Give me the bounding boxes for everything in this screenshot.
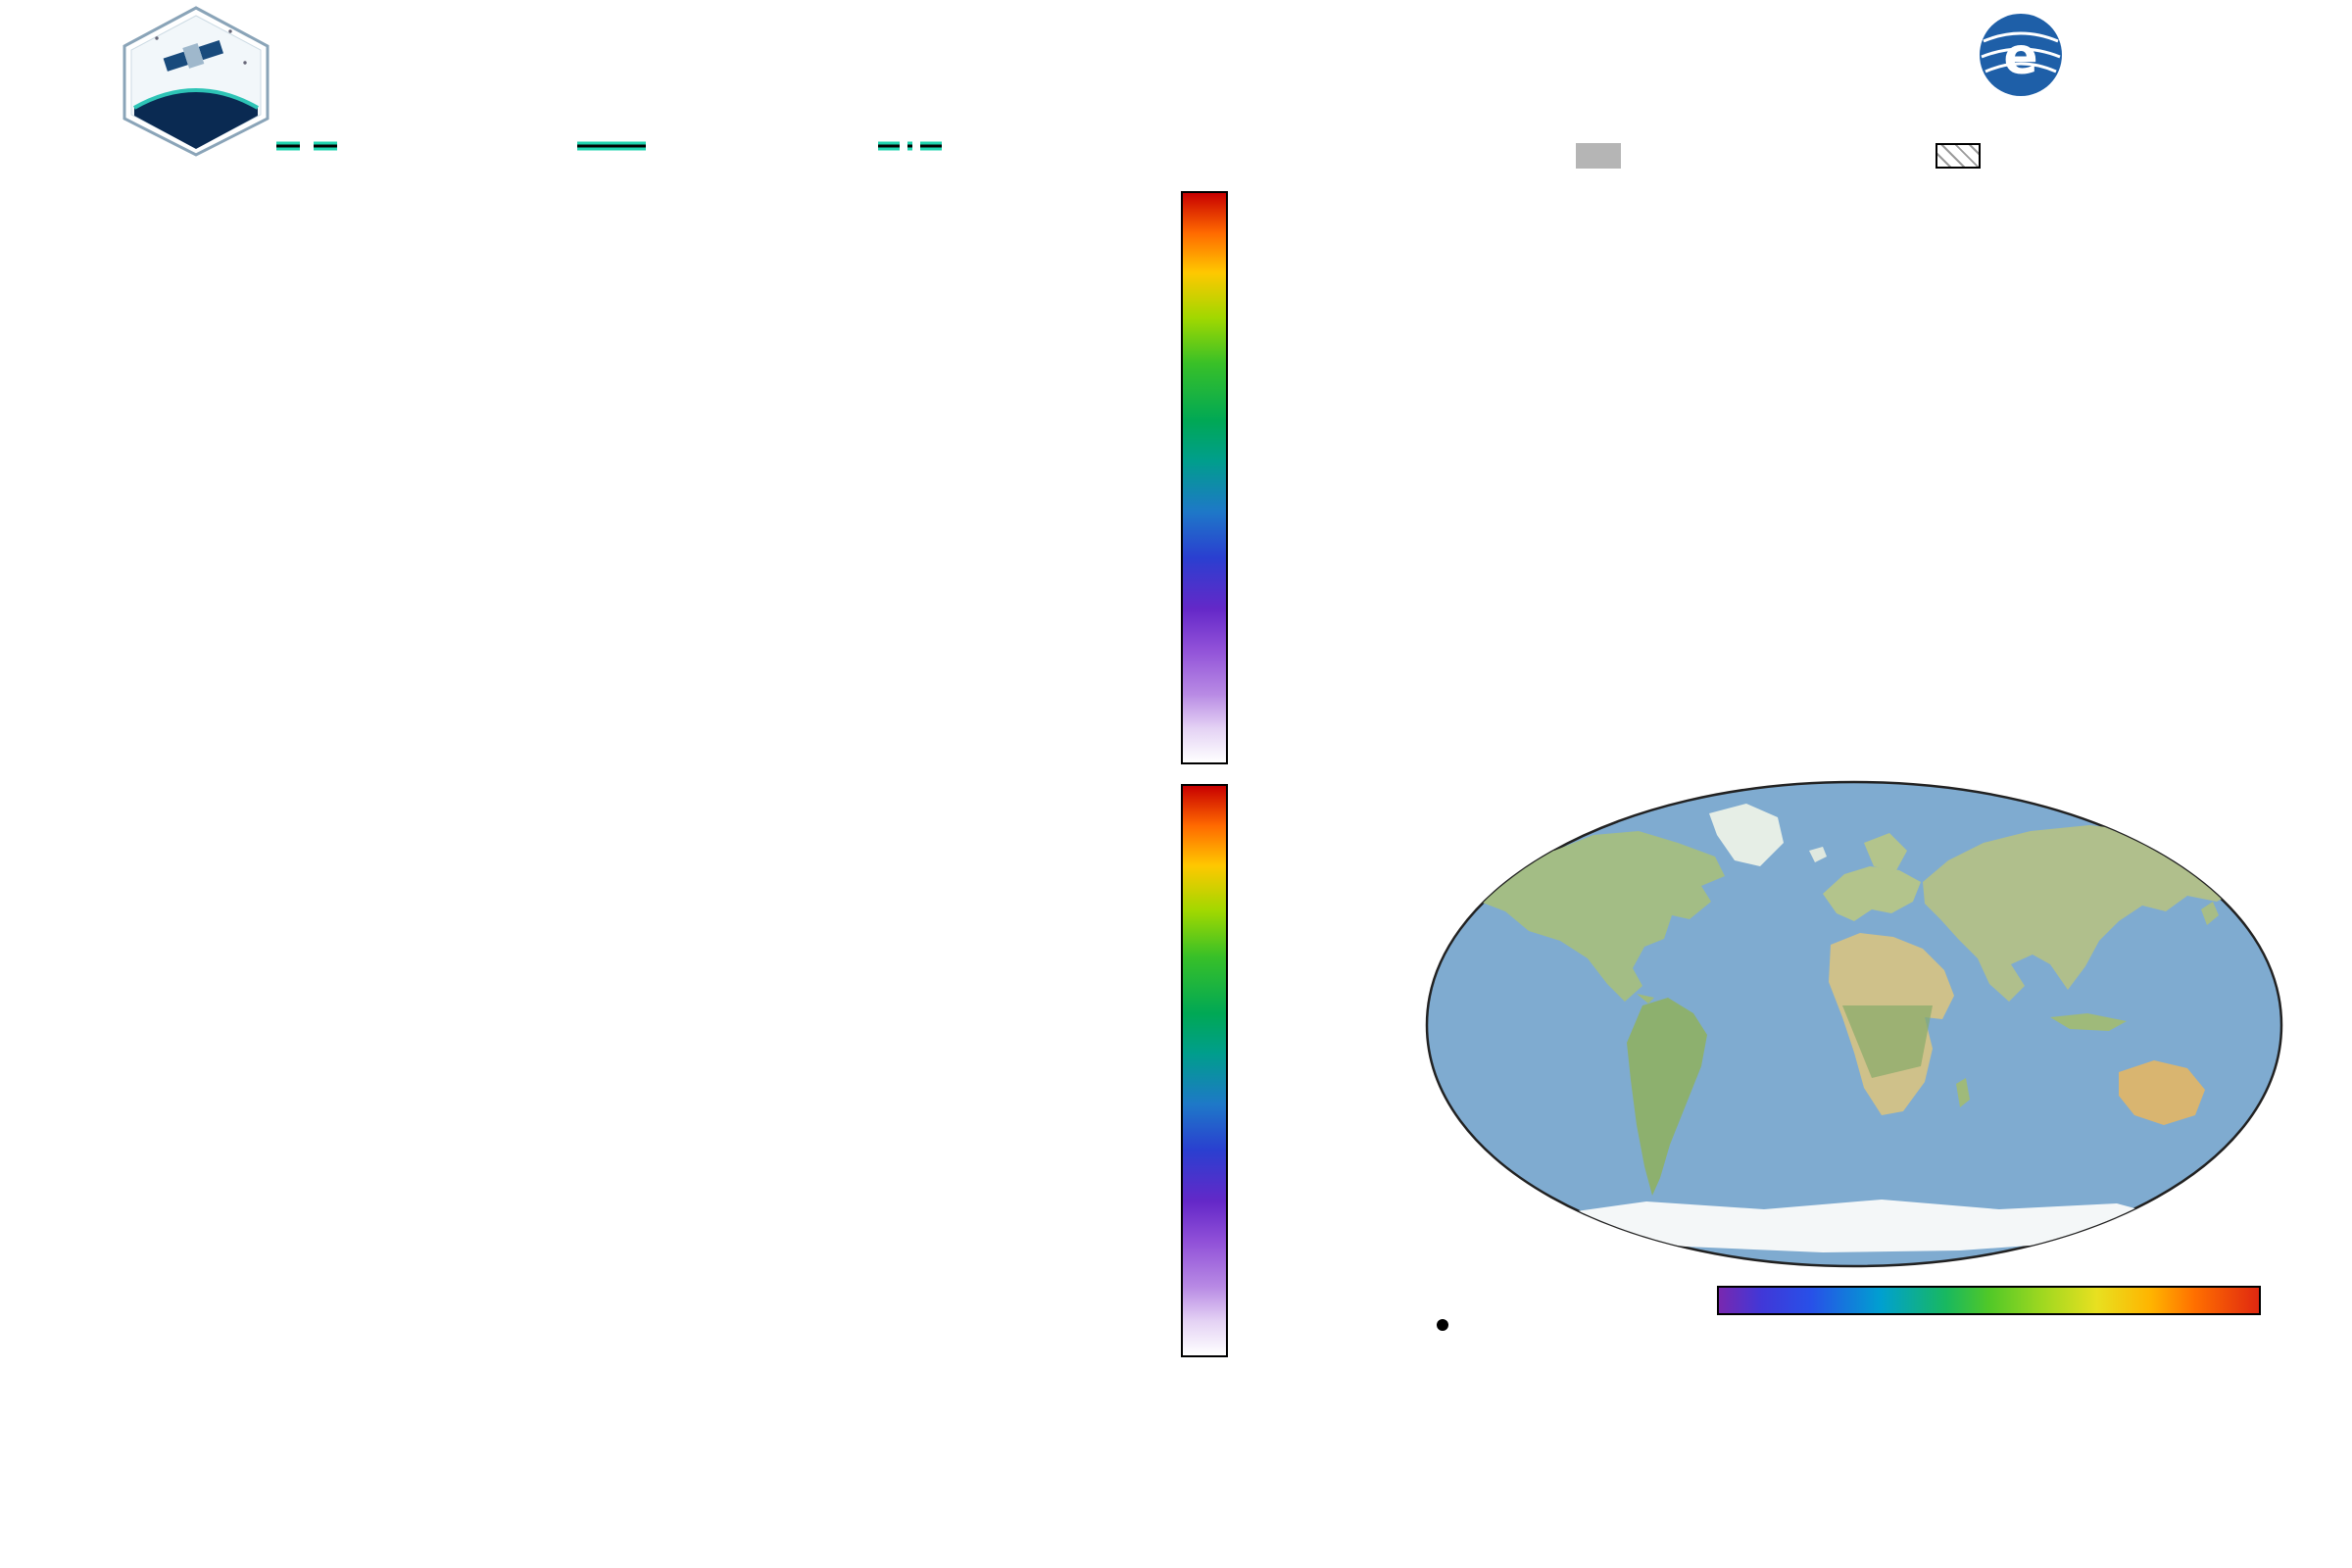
counts-plot [0,0,294,147]
eclipse-legend-item [1576,143,1635,169]
esa-emblem-icon: e [1980,14,2062,96]
landmass [2240,1143,2256,1168]
tof-counts-colorbar [1181,784,1228,1357]
continents [1458,804,2256,1252]
landmass [1864,833,1907,872]
ground-track-map [1425,780,2283,1268]
svg-text:e: e [2003,27,2037,86]
zenith-line-sample [878,141,947,151]
landmass [1956,1078,1970,1107]
axis-interval-marker-icon [1437,1319,1448,1331]
landmass [1709,804,1784,866]
landmass [1923,825,2242,1002]
landmass [1842,1005,1933,1078]
landmass [1548,1200,2181,1252]
esa-logo: e [1976,12,2074,98]
landmass [1846,872,1862,892]
legend-item-bfield [575,138,660,154]
landmass [2119,1060,2205,1125]
landmass [1809,847,1827,862]
landmass [2050,1013,2127,1031]
shadow-hatch-swatch [1936,143,1981,169]
landmass [2201,902,2219,925]
eclipse-swatch [1576,143,1621,169]
bfield-line-sample [577,141,646,151]
direction-legend [274,138,960,154]
pixel-counts-colorbar [1181,191,1228,764]
shadow-legend-item [1936,143,1994,169]
landmass [1637,994,1654,1004]
altitude-colorbar [1717,1286,2261,1315]
landmass [1627,998,1707,1196]
landmass [1458,831,1725,1002]
legend-item-zenith [876,138,960,154]
